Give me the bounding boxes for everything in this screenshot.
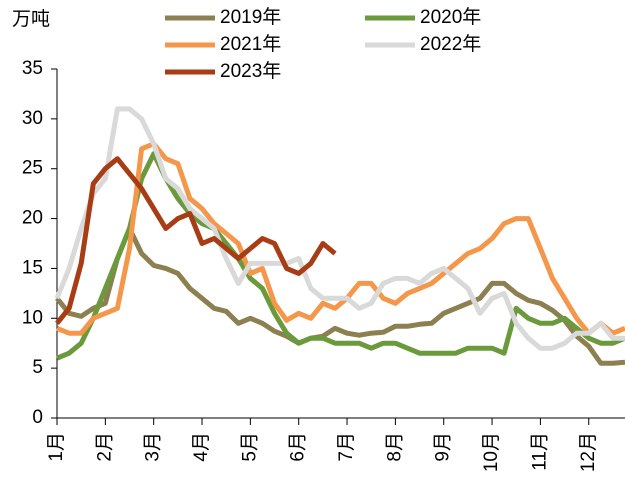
x-tick-label: 3月 (143, 432, 164, 462)
x-tick-label: 10月 (481, 432, 502, 472)
y-tick-label: 30 (22, 108, 43, 129)
legend-label: 2021年 (220, 33, 281, 55)
x-tick-label: 2月 (94, 432, 115, 462)
y-tick-label: 15 (22, 257, 43, 278)
y-axis-unit: 万吨 (12, 8, 50, 30)
x-tick-label: 5月 (239, 432, 260, 462)
series-line (55, 156, 337, 325)
y-tick-label: 0 (32, 407, 43, 428)
x-tick-label: 1月 (46, 432, 67, 462)
series-line (54, 106, 625, 351)
y-tick-label: 35 (22, 58, 43, 79)
y-tick-label: 10 (22, 307, 43, 328)
series-line (55, 226, 625, 366)
legend-label: 2019年 (220, 6, 281, 28)
x-tick-label: 12月 (578, 432, 599, 472)
x-tick-label: 7月 (336, 432, 357, 462)
x-tick-label: 11月 (529, 432, 550, 471)
x-tick-label: 8月 (384, 432, 405, 462)
x-tick-label: 6月 (288, 432, 309, 462)
y-tick-label: 20 (22, 208, 43, 229)
series-line (56, 151, 625, 361)
x-tick-label: 4月 (191, 432, 212, 462)
y-tick-label: 25 (22, 158, 43, 179)
x-tick-label: 9月 (433, 432, 454, 462)
legend-label: 2023年 (220, 60, 281, 82)
legend-label: 2022年 (420, 33, 481, 55)
legend-label: 2020年 (420, 6, 481, 28)
y-tick-label: 5 (32, 357, 43, 378)
